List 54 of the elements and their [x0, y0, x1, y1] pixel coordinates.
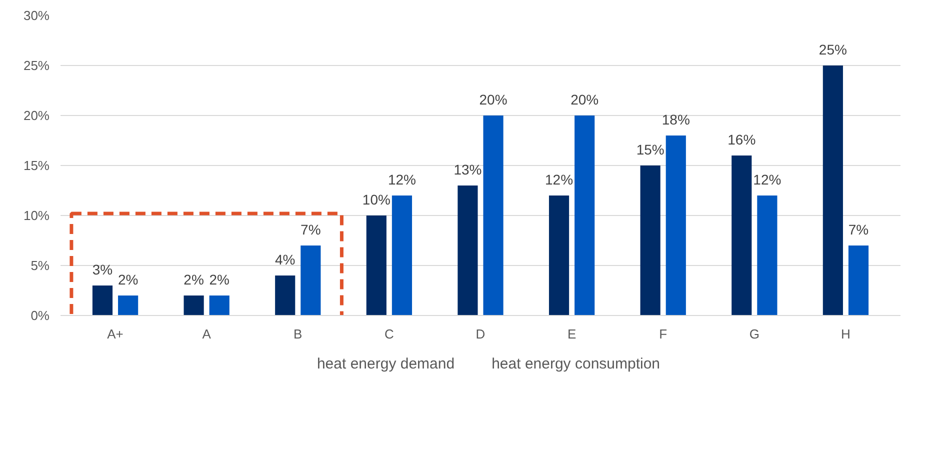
bar — [300, 246, 321, 316]
y-tick-label: 30% — [23, 8, 50, 23]
data-label: 10% — [362, 192, 390, 208]
data-label: 4% — [274, 252, 296, 268]
data-label: 18% — [662, 112, 690, 128]
data-label: 2% — [184, 272, 204, 288]
y-tick-label: 25% — [23, 58, 50, 73]
data-label: 20% — [570, 92, 599, 108]
bar — [184, 296, 204, 316]
data-label: 12% — [545, 172, 574, 188]
bar — [574, 116, 595, 316]
data-label: 2% — [118, 272, 138, 288]
bar — [732, 156, 752, 316]
data-label: 13% — [454, 162, 482, 178]
y-tick-label: 5% — [30, 258, 50, 273]
data-label: 15% — [636, 142, 664, 158]
x-tick-label: G — [749, 326, 760, 342]
data-label: 12% — [753, 172, 782, 188]
y-tick-label: 0% — [30, 308, 50, 323]
x-tick-label: D — [476, 326, 486, 342]
bar — [118, 296, 138, 316]
x-tick-label: A+ — [107, 326, 124, 342]
data-label: 3% — [92, 262, 113, 278]
y-tick-label: 15% — [23, 158, 50, 173]
text: heat energy consumption — [492, 356, 660, 372]
bar — [458, 186, 478, 316]
bar — [92, 286, 113, 316]
bar — [275, 276, 296, 316]
data-label: 20% — [479, 92, 508, 108]
data-label: 25% — [818, 42, 847, 58]
data-label: 16% — [728, 132, 756, 148]
bar — [848, 246, 869, 316]
bar — [366, 216, 386, 316]
text: heat energy demand — [316, 356, 455, 372]
bar — [209, 296, 230, 316]
x-tick-label: A — [202, 326, 212, 342]
data-label: 7% — [300, 222, 321, 238]
bar — [483, 116, 504, 316]
bar — [392, 196, 412, 316]
x-tick-label: B — [294, 326, 302, 342]
x-tick-label: H — [841, 326, 850, 342]
data-label: 7% — [848, 222, 869, 238]
x-tick-label: E — [567, 326, 576, 342]
y-tick-label: 10% — [23, 208, 50, 223]
y-tick-label: 20% — [23, 108, 50, 123]
bar — [666, 136, 686, 316]
data-label: 2% — [209, 272, 230, 288]
x-tick-label: F — [659, 326, 668, 342]
bar — [822, 66, 843, 316]
bar — [757, 196, 778, 316]
bar — [548, 196, 570, 316]
data-label: 12% — [388, 172, 416, 188]
x-tick-label: C — [384, 326, 394, 342]
bar — [640, 166, 660, 316]
